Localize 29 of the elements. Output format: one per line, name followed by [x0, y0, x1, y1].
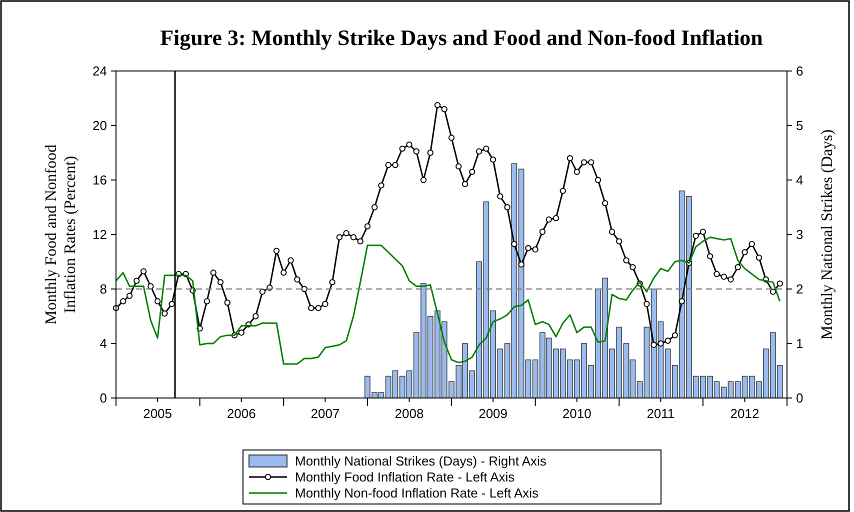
y2-tick-label: 0 — [796, 390, 804, 406]
chart-title: Figure 3: Monthly Strike Days and Food and Non-food Inflation — [160, 25, 763, 50]
y-tick-label: 4 — [100, 336, 107, 352]
y-tick-label: 24 — [92, 64, 107, 79]
legend-label: Monthly Non-food Inflation Rate - Left Axis — [295, 486, 540, 501]
x-tick-label: 2012 — [730, 406, 760, 421]
y-tick-label: 12 — [92, 227, 107, 242]
y2-tick-label: 3 — [796, 227, 804, 242]
y2-tick-label: 1 — [796, 336, 804, 352]
y2-tick-label: 5 — [796, 118, 804, 134]
y-tick-label: 0 — [100, 390, 107, 406]
y-tick-label: 20 — [92, 118, 107, 134]
x-tick-label: 2010 — [562, 406, 592, 421]
legend-label: Monthly Food Inflation Rate - Left Axis — [295, 470, 516, 485]
x-tick-label: 2008 — [394, 406, 424, 421]
y-tick-label: 16 — [92, 172, 107, 188]
y-axis-title: Monthly Food and Nonfood Inflation Rates (Percent) — [43, 144, 80, 324]
y2-tick-label: 2 — [796, 282, 804, 297]
x-tick-label: 2005 — [143, 406, 172, 421]
y-tick-label: 8 — [100, 282, 107, 297]
x-tick-label: 2009 — [478, 406, 508, 421]
line-series — [115, 236, 781, 365]
x-tick-label: 2011 — [646, 406, 675, 421]
y2-axis-title: Monthly National Strikes (Days) — [819, 129, 836, 340]
x-tick-label: 2006 — [226, 406, 256, 421]
legend-label: Monthly National Strikes (Days) - Right Axis — [295, 454, 547, 469]
y2-tick-label: 4 — [796, 172, 804, 188]
y2-tick-label: 6 — [796, 64, 804, 79]
x-tick-label: 2007 — [310, 406, 340, 421]
